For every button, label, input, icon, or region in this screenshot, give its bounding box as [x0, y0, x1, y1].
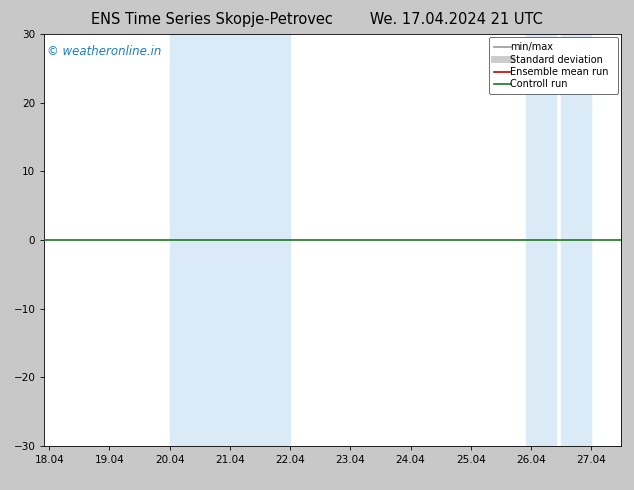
Text: © weatheronline.in: © weatheronline.in	[48, 45, 162, 58]
Text: ENS Time Series Skopje-Petrovec        We. 17.04.2024 21 UTC: ENS Time Series Skopje-Petrovec We. 17.0…	[91, 12, 543, 27]
Bar	[526, 34, 556, 446]
Bar	[170, 34, 290, 446]
Legend: min/max, Standard deviation, Ensemble mean run, Controll run: min/max, Standard deviation, Ensemble me…	[489, 37, 618, 94]
Bar	[561, 34, 592, 446]
